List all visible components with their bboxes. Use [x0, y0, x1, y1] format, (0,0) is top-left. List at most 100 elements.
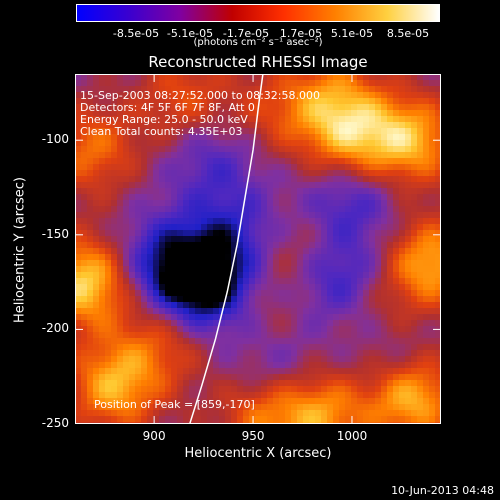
heatmap-cell — [417, 320, 424, 327]
heatmap-cell — [225, 98, 232, 105]
heatmap-cell — [279, 182, 286, 189]
heatmap-cell — [135, 290, 142, 297]
heatmap-cell — [141, 182, 148, 189]
heatmap-cell — [423, 164, 430, 171]
heatmap-cell — [123, 134, 130, 141]
heatmap-cell — [411, 242, 418, 249]
heatmap-cell — [411, 194, 418, 201]
heatmap-cell — [189, 230, 196, 237]
heatmap-cell — [129, 314, 136, 321]
heatmap-cell — [219, 194, 226, 201]
heatmap-cell — [417, 128, 424, 135]
heatmap-cell — [297, 74, 304, 81]
heatmap-cell — [117, 164, 124, 171]
heatmap-cell — [237, 116, 244, 123]
heatmap-cell — [279, 134, 286, 141]
heatmap-cell — [429, 194, 436, 201]
heatmap-cell — [219, 128, 226, 135]
heatmap-cell — [405, 74, 412, 81]
heatmap-cell — [291, 338, 298, 345]
heatmap-cell — [363, 266, 370, 273]
heatmap-cell — [369, 98, 376, 105]
heatmap-cell — [213, 320, 220, 327]
heatmap-cell — [231, 140, 238, 147]
heatmap-cell — [273, 374, 280, 381]
heatmap-cell — [249, 356, 256, 363]
heatmap-cell — [207, 350, 214, 357]
heatmap-cell — [111, 134, 118, 141]
heatmap-cell — [405, 140, 412, 147]
heatmap-cell — [249, 362, 256, 369]
heatmap-cell — [171, 410, 178, 417]
heatmap-cell — [213, 146, 220, 153]
heatmap-cell — [87, 218, 94, 225]
heatmap-cell — [207, 74, 214, 81]
heatmap-cell — [273, 308, 280, 315]
heatmap-cell — [423, 200, 430, 207]
heatmap-cell — [171, 338, 178, 345]
heatmap-cell — [345, 110, 352, 117]
heatmap-cell — [417, 152, 424, 159]
heatmap-cell — [363, 158, 370, 165]
heatmap-cell — [309, 350, 316, 357]
heatmap-cell — [81, 332, 88, 339]
heatmap-cell — [273, 194, 280, 201]
heatmap-cell — [201, 212, 208, 219]
heatmap-cell — [249, 98, 256, 105]
heatmap-cell — [267, 278, 274, 285]
heatmap-cell — [135, 128, 142, 135]
heatmap-cell — [435, 404, 441, 411]
heatmap-cell — [375, 230, 382, 237]
heatmap-cell — [297, 86, 304, 93]
heatmap-cell — [249, 176, 256, 183]
heatmap-cell — [231, 92, 238, 99]
heatmap-cell — [225, 236, 232, 243]
heatmap-cell — [435, 206, 441, 213]
heatmap-cell — [333, 362, 340, 369]
heatmap-cell — [117, 98, 124, 105]
heatmap-cell — [405, 338, 412, 345]
heatmap-cell — [87, 392, 94, 399]
heatmap-cell — [429, 230, 436, 237]
heatmap-cell — [339, 152, 346, 159]
heatmap-cell — [117, 182, 124, 189]
heatmap-cell — [165, 248, 172, 255]
heatmap-cell — [183, 290, 190, 297]
heatmap-cell — [177, 338, 184, 345]
heatmap-cell — [249, 128, 256, 135]
heatmap-cell — [177, 122, 184, 129]
heatmap-cell — [129, 206, 136, 213]
heatmap-cell — [207, 254, 214, 261]
heatmap-cell — [369, 398, 376, 405]
heatmap-cell — [279, 266, 286, 273]
heatmap-cell — [231, 338, 238, 345]
heatmap-cell — [303, 116, 310, 123]
heatmap-cell — [417, 80, 424, 87]
heatmap-cell — [177, 104, 184, 111]
heatmap-cell — [291, 92, 298, 99]
heatmap-cell — [297, 302, 304, 309]
heatmap-cell — [81, 242, 88, 249]
heatmap-cell — [399, 308, 406, 315]
heatmap-cell — [387, 170, 394, 177]
heatmap-cell — [99, 74, 106, 81]
heatmap-cell — [279, 236, 286, 243]
heatmap-cell — [297, 182, 304, 189]
heatmap-cell — [141, 98, 148, 105]
heatmap-cell — [387, 350, 394, 357]
heatmap-cell — [423, 302, 430, 309]
heatmap-cell — [321, 104, 328, 111]
heatmap-cell — [321, 344, 328, 351]
heatmap-cell — [357, 332, 364, 339]
heatmap-cell — [291, 236, 298, 243]
heatmap-cell — [201, 248, 208, 255]
heatmap-cell — [195, 380, 202, 387]
heatmap-cell — [435, 254, 441, 261]
heatmap-cell — [183, 74, 190, 81]
heatmap-cell — [147, 392, 154, 399]
heatmap-cell — [195, 416, 202, 423]
heatmap-cell — [387, 278, 394, 285]
heatmap-cell — [291, 182, 298, 189]
heatmap-cell — [111, 290, 118, 297]
heatmap-cell — [177, 86, 184, 93]
